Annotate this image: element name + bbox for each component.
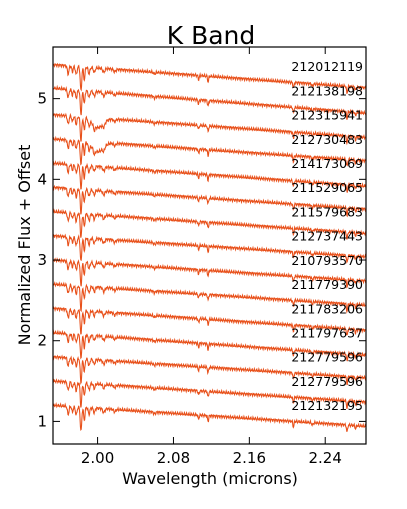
y-tick-label: 5 bbox=[37, 90, 47, 108]
series-label-8: 212737443 bbox=[291, 229, 363, 244]
spectrum-line-2 bbox=[52, 84, 367, 120]
spectrum-line-12 bbox=[52, 329, 367, 362]
series-label-4: 212730483 bbox=[291, 132, 363, 147]
series-label-9: 210793570 bbox=[291, 253, 363, 268]
x-axis-ticks: 2.00 2.08 2.16 2.24 bbox=[81, 47, 342, 467]
series-label-7: 211579683 bbox=[291, 204, 363, 219]
y-tick-label: 2 bbox=[37, 332, 47, 350]
spectrum-line-7 bbox=[52, 208, 367, 240]
spectrum-line-15 bbox=[52, 402, 367, 432]
star-labels-group: 212012119 212138198 212315941 212730483 2141… bbox=[291, 59, 363, 413]
y-tick-label: 3 bbox=[37, 251, 47, 269]
y-axis-label: Normalized Flux + Offset bbox=[15, 145, 34, 346]
series-label-6: 211529065 bbox=[291, 180, 363, 195]
series-label-10: 211779390 bbox=[291, 277, 363, 292]
y-tick-label: 1 bbox=[37, 412, 47, 430]
series-label-15: 212132195 bbox=[291, 398, 363, 413]
spectrum-line-5 bbox=[52, 160, 367, 193]
series-label-3: 212315941 bbox=[291, 108, 363, 123]
spectrum-line-8 bbox=[52, 233, 367, 264]
spectrum-line-1 bbox=[52, 62, 367, 95]
x-tick-label: 2.24 bbox=[309, 449, 342, 467]
series-label-1: 212012119 bbox=[291, 59, 363, 74]
chart-title: K Band bbox=[167, 21, 256, 50]
x-tick-label: 2.08 bbox=[157, 449, 190, 467]
x-axis-label: Wavelength (microns) bbox=[122, 469, 298, 488]
x-tick-label: 2.00 bbox=[81, 449, 114, 467]
spectra-series-group bbox=[52, 62, 367, 432]
series-label-2: 212138198 bbox=[291, 83, 363, 98]
series-label-11: 211783206 bbox=[291, 301, 363, 316]
x-tick-label: 2.16 bbox=[233, 449, 266, 467]
y-axis-ticks: 1 2 3 4 5 bbox=[37, 90, 366, 430]
spectrum-line-9 bbox=[52, 257, 367, 289]
y-tick-label: 4 bbox=[37, 170, 47, 188]
plot-frame bbox=[52, 46, 367, 445]
spectrum-line-13 bbox=[52, 354, 367, 386]
spectrum-line-3 bbox=[52, 112, 367, 146]
series-label-5: 214173069 bbox=[291, 156, 363, 171]
spectrum-line-6 bbox=[52, 184, 367, 218]
spectrum-line-11 bbox=[52, 306, 367, 336]
spectrum-line-10 bbox=[52, 281, 367, 314]
series-label-12: 211797637 bbox=[291, 325, 363, 340]
series-label-13: 212779596 bbox=[291, 350, 363, 365]
spectrum-line-14 bbox=[52, 378, 367, 409]
spectrum-line-4 bbox=[52, 135, 367, 167]
series-label-14: 212779596 bbox=[291, 374, 363, 389]
